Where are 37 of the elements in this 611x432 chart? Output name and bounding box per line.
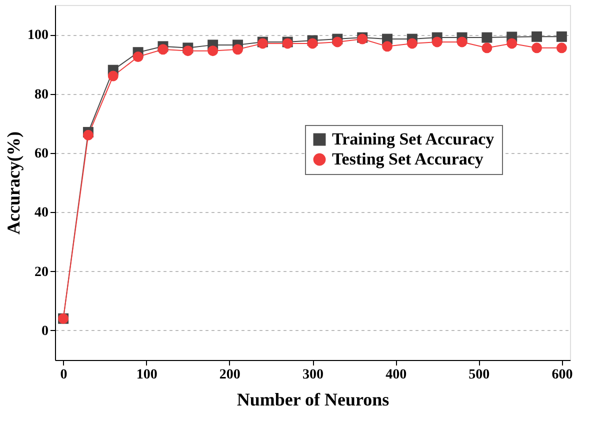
point — [332, 36, 343, 48]
y-tick-label: 60 — [34, 146, 48, 162]
y-axis-title: Accuracy(%) — [4, 132, 24, 234]
x-tick-label: 300 — [302, 368, 324, 382]
point — [482, 42, 492, 54]
point — [506, 38, 518, 49]
point — [406, 38, 418, 49]
point — [158, 44, 168, 55]
point — [556, 42, 567, 54]
y-tick-label: 80 — [34, 87, 48, 102]
legend-label: Training Set Accuracy — [332, 130, 495, 148]
x-tick-label: 400 — [386, 368, 407, 382]
y-tick-label: 20 — [34, 264, 48, 280]
point — [307, 38, 318, 49]
x-tick-label: 0 — [60, 368, 68, 382]
point — [182, 46, 194, 56]
point — [208, 46, 218, 56]
point — [456, 36, 468, 48]
y-tick-label: 0 — [42, 324, 48, 339]
point — [532, 42, 542, 54]
x-tick-label: 600 — [552, 368, 573, 382]
point — [108, 70, 118, 82]
y-tick-label: 40 — [34, 206, 48, 221]
x-axis-title: Number of Neurons — [236, 390, 390, 410]
y-tick-label: 100 — [28, 28, 48, 44]
point — [532, 31, 542, 42]
point — [482, 32, 492, 43]
x-tick-label: 100 — [136, 368, 158, 382]
point — [432, 36, 442, 48]
point — [382, 41, 392, 52]
point — [232, 44, 243, 55]
point — [556, 31, 567, 42]
x-tick-label: 500 — [468, 368, 490, 382]
point — [132, 52, 144, 62]
legend-label: Testing Set Accuracy — [332, 150, 484, 168]
x-tick-label: 200 — [219, 368, 240, 382]
point — [82, 130, 94, 140]
